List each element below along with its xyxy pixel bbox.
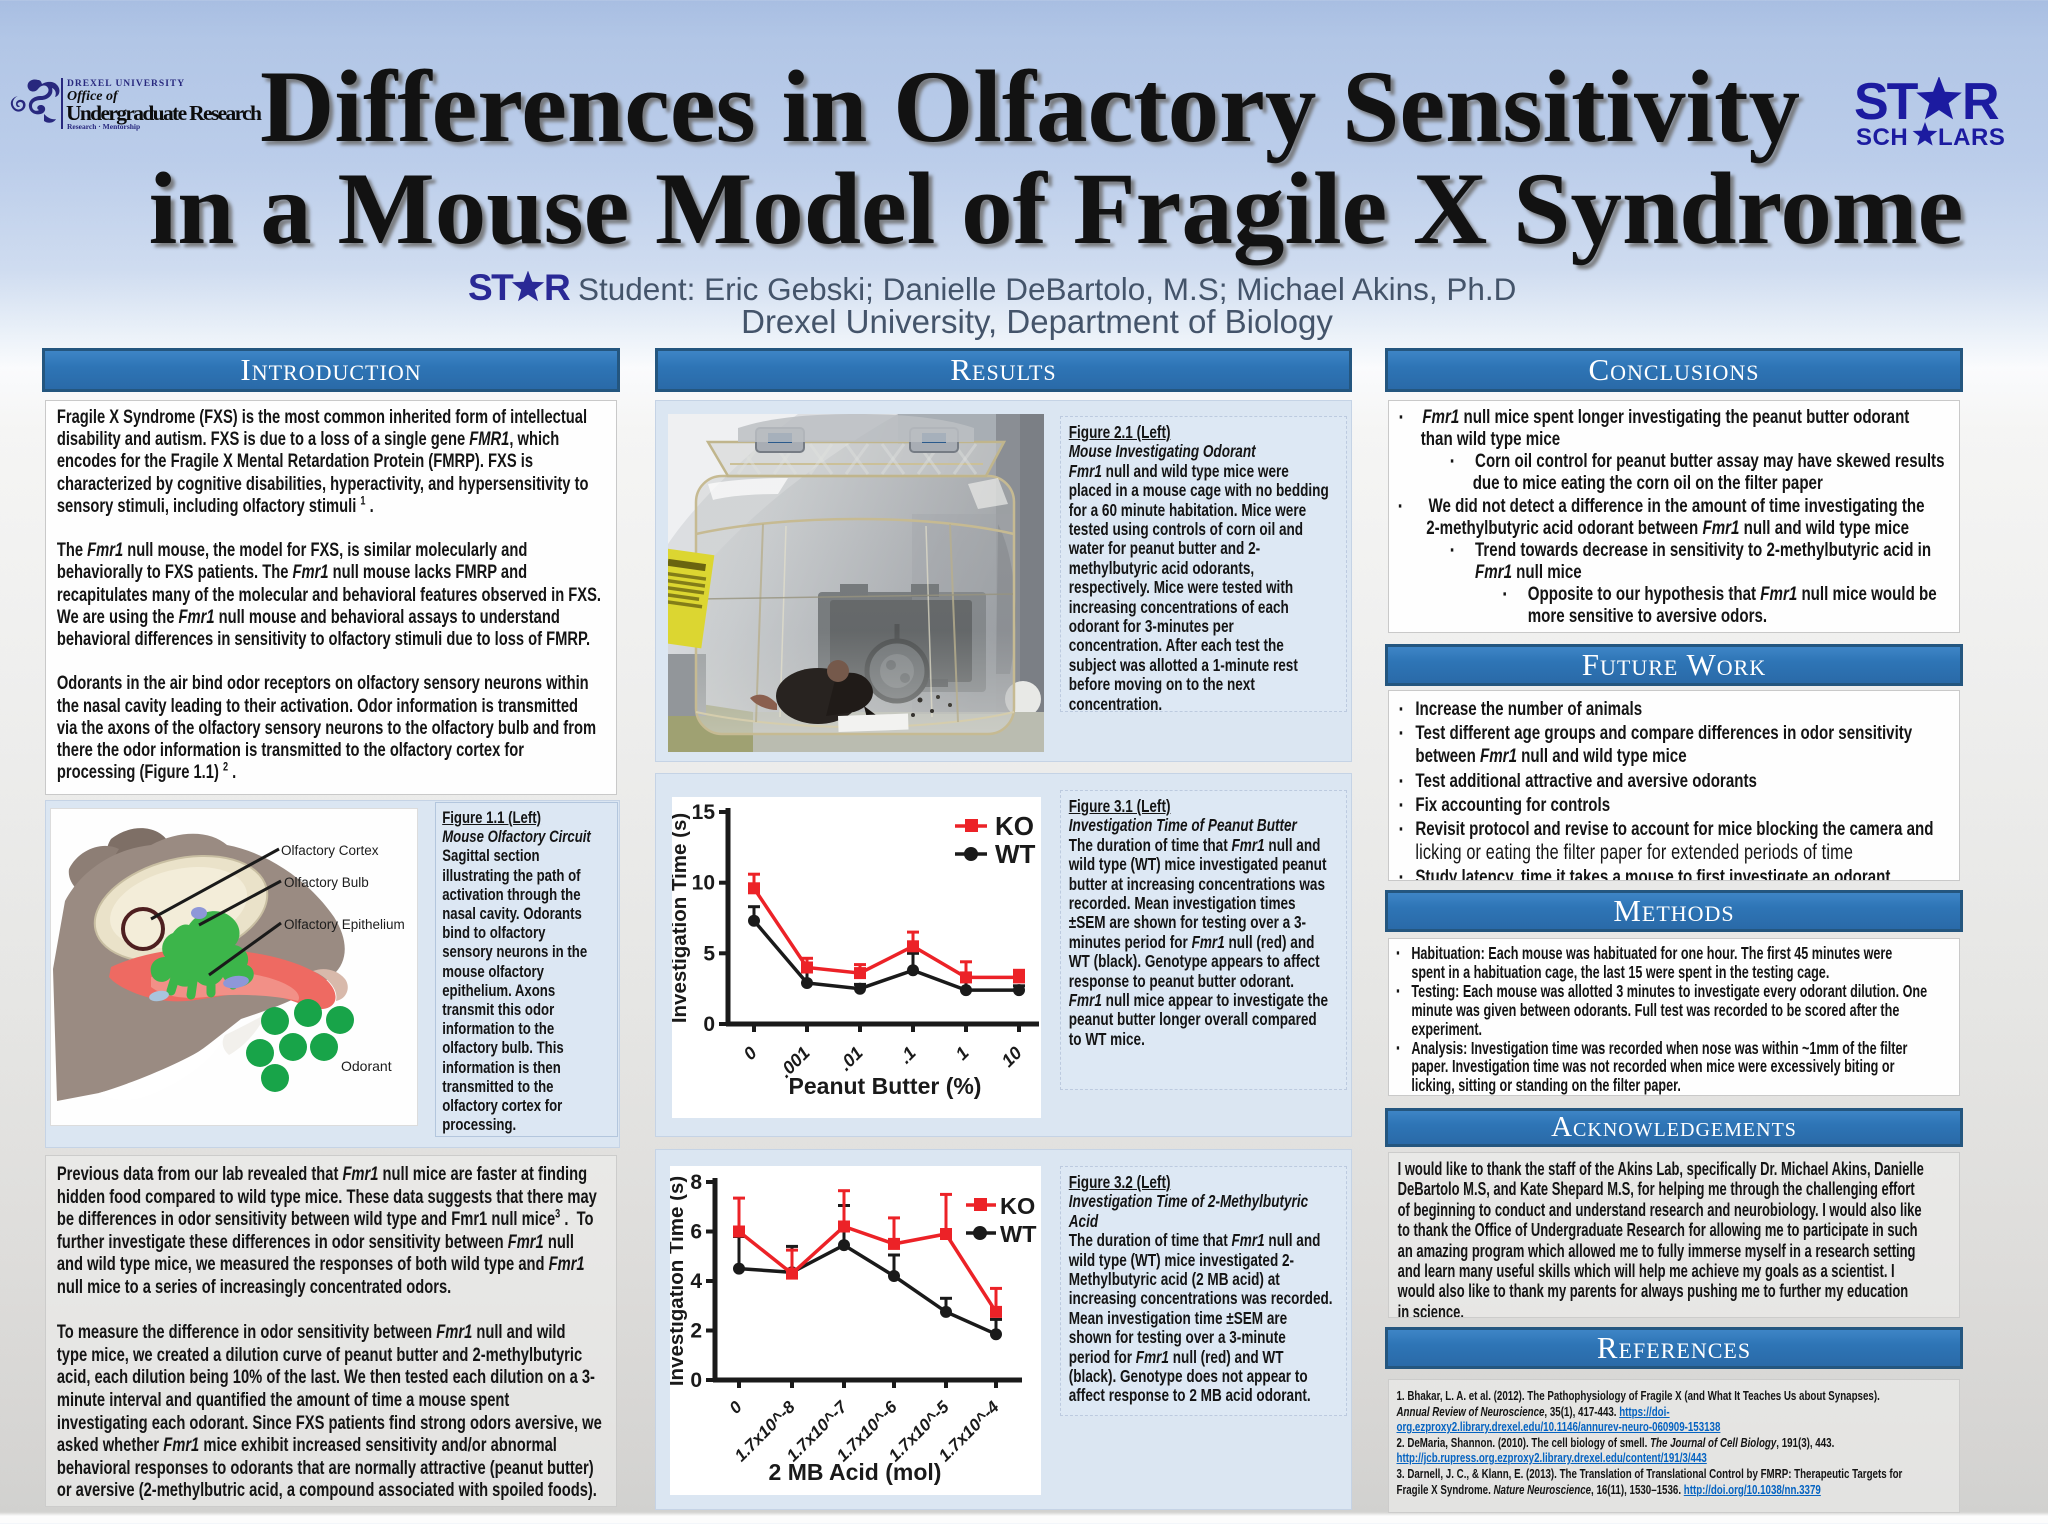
- svg-text:KO: KO: [995, 811, 1034, 841]
- svg-text:Odorant: Odorant: [341, 1058, 392, 1074]
- svg-text:.01: .01: [835, 1043, 867, 1075]
- svg-text:8: 8: [690, 1171, 702, 1194]
- svg-text:5: 5: [703, 942, 715, 965]
- svg-text:Office of: Office of: [67, 89, 119, 104]
- svg-text:10: 10: [692, 872, 715, 895]
- svg-text:2: 2: [690, 1320, 702, 1343]
- svg-text:0: 0: [690, 1369, 702, 1392]
- svg-text:0: 0: [726, 1397, 747, 1418]
- svg-text:.1: .1: [895, 1043, 920, 1068]
- svg-text:LARS: LARS: [1938, 124, 2005, 151]
- svg-text:R: R: [544, 271, 571, 307]
- svg-text:15: 15: [692, 801, 716, 824]
- svg-text:Olfactory Cortex: Olfactory Cortex: [281, 843, 379, 858]
- svg-text:1: 1: [952, 1043, 973, 1064]
- svg-text:Investigation Time (s): Investigation Time (s): [672, 813, 691, 1023]
- svg-text:WT: WT: [1000, 1221, 1037, 1247]
- svg-text:Peanut Butter (%): Peanut Butter (%): [789, 1073, 982, 1099]
- svg-text:ST: ST: [1854, 77, 1919, 131]
- svg-text:WT: WT: [995, 839, 1036, 869]
- svg-text:2 MB Acid (mol): 2 MB Acid (mol): [769, 1459, 942, 1485]
- svg-text:Investigation Time (s): Investigation Time (s): [670, 1176, 688, 1386]
- svg-text:KO: KO: [1000, 1193, 1035, 1219]
- svg-text:Olfactory Bulb: Olfactory Bulb: [284, 875, 369, 890]
- svg-text:0: 0: [740, 1043, 761, 1064]
- svg-text:Olfactory Epithelium: Olfactory Epithelium: [284, 917, 405, 932]
- svg-text:10: 10: [998, 1043, 1026, 1071]
- svg-text:Research · Mentorship: Research · Mentorship: [67, 122, 140, 131]
- svg-text:R: R: [1962, 77, 2000, 131]
- svg-text:ST: ST: [468, 271, 514, 307]
- svg-text:SCH: SCH: [1856, 124, 1908, 151]
- svg-text:4: 4: [690, 1270, 702, 1293]
- svg-text:6: 6: [690, 1221, 702, 1244]
- svg-text:0: 0: [703, 1013, 715, 1036]
- svg-text:DREXEL UNIVERSITY: DREXEL UNIVERSITY: [67, 79, 185, 89]
- svg-text:Undergraduate Research: Undergraduate Research: [66, 101, 262, 125]
